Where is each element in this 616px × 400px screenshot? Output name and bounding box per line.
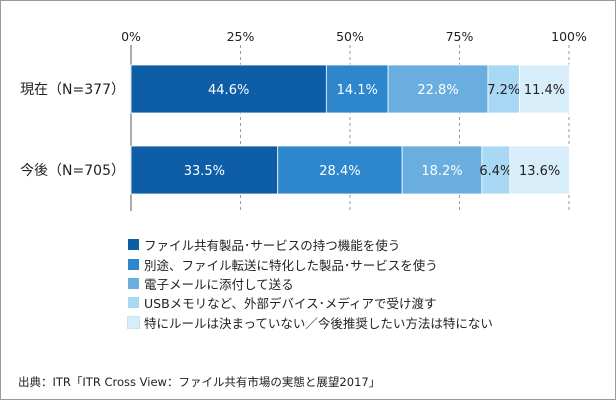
data-label: 22.8% (417, 83, 458, 98)
category-label: 今後（N=705） (20, 163, 125, 179)
data-label: 28.4% (319, 164, 360, 179)
category-label: 現在（N=377） (20, 82, 125, 98)
data-label: 11.4% (524, 83, 565, 98)
bar-segment (519, 64, 570, 114)
data-label: 13.6% (519, 164, 560, 179)
legend-label: USBメモリなど、外部デバイス･メディアで受け渡す (144, 296, 437, 312)
legend-swatch (128, 297, 139, 309)
legend-item: USBメモリなど、外部デバイス･メディアで受け渡す (128, 293, 493, 312)
legend-swatch (128, 277, 139, 289)
legend-swatch (128, 239, 139, 251)
data-label: 7.2% (487, 83, 520, 98)
legend-item: 電子メールに添付して送る (128, 274, 493, 293)
bar-segment (401, 145, 483, 195)
legend-item: ファイル共有製品･サービスの持つ機能を使う (128, 235, 493, 254)
x-tick-label: 0% (121, 29, 141, 44)
data-label: 14.1% (337, 83, 378, 98)
legend-swatch (127, 315, 140, 329)
legend-item: 別途、ファイル転送に特化した製品･サービスを使う (128, 254, 493, 273)
chart-legend: ファイル共有製品･サービスの持つ機能を使う別途、ファイル転送に特化した製品･サー… (127, 235, 493, 332)
x-tick-label: 100% (551, 29, 587, 44)
legend-label: 別途、ファイル転送に特化した製品･サービスを使う (144, 257, 438, 273)
legend-swatch (128, 258, 139, 270)
legend-item: 特にルールは決まっていない／今後推奨したい方法は特にない (127, 313, 493, 332)
bar-segment (481, 145, 511, 195)
x-tick-label: 75% (446, 29, 474, 44)
data-label: 44.6% (208, 83, 249, 98)
bar-segment (130, 64, 327, 114)
bar-segment (130, 145, 279, 195)
legend-label: 電子メールに添付して送る (144, 276, 294, 292)
bar-segment (387, 64, 489, 114)
legend-label: ファイル共有製品･サービスの持つ機能を使う (144, 238, 401, 254)
data-label: 6.4% (479, 164, 512, 179)
legend-label: 特にルールは決まっていない／今後推奨したい方法は特にない (144, 315, 493, 331)
bar-segment (277, 145, 403, 195)
x-tick-label: 50% (336, 29, 364, 44)
bar-segment (509, 145, 570, 195)
source-note: 出典：ITR「ITR Cross View：ファイル共有市場の実態と展望2017… (18, 375, 381, 389)
data-label: 18.2% (421, 164, 462, 179)
x-tick-label: 25% (227, 29, 255, 44)
data-label: 33.5% (184, 164, 225, 179)
bar-segment (487, 64, 520, 114)
